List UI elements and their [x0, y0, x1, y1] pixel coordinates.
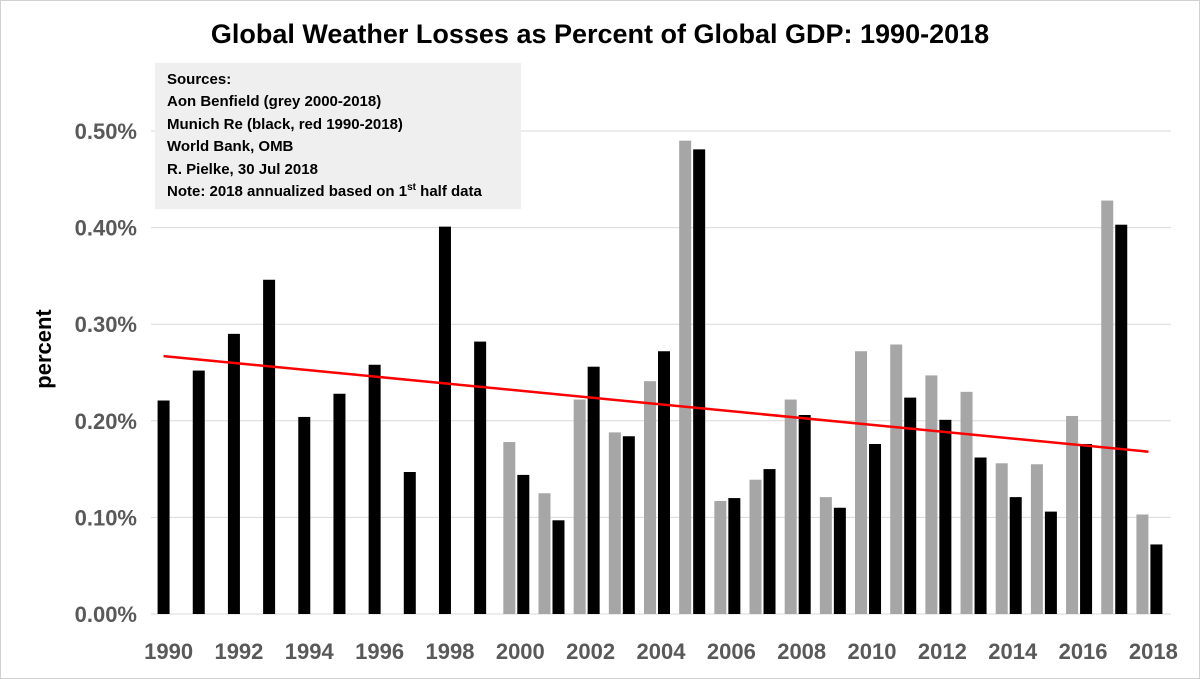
bar-aon-2003	[608, 432, 621, 614]
bar-munich-1990	[157, 400, 170, 614]
bar-munich-2009	[833, 507, 846, 614]
bar-munich-1992	[227, 333, 240, 614]
bar-munich-2016	[1080, 443, 1093, 614]
bar-munich-2018	[1150, 544, 1163, 614]
x-tick-label: 1990	[144, 639, 193, 664]
bar-munich-2004	[658, 351, 670, 614]
bar-munich-1996	[368, 364, 381, 614]
trendline	[163, 354, 1149, 453]
bar-munich-1999	[474, 341, 487, 614]
x-tick-label: 1992	[214, 639, 263, 664]
bar-aon-2005	[679, 140, 692, 614]
bar-aon-2001	[538, 493, 551, 614]
bar-munich-2002	[587, 366, 600, 614]
bar-munich-2000	[517, 474, 530, 614]
y-tick-label: 0.50%	[75, 119, 137, 144]
bar-aon-2006	[714, 500, 727, 614]
y-tick-label: 0.30%	[75, 312, 137, 337]
bar-munich-1998	[438, 226, 451, 614]
bar-aon-2014	[995, 463, 1008, 614]
x-axis-ticks: 1990 1992 1994 1996 1998 2000 2002 2004 2006 2008…	[144, 639, 1178, 664]
bar-munich-2005	[693, 149, 706, 614]
sources-line: World Bank, OMB	[167, 138, 294, 156]
x-tick-label: 2006	[707, 639, 756, 664]
bar-munich-2012	[939, 419, 952, 614]
x-tick-label: 2002	[566, 639, 615, 664]
bar-munich-2017	[1115, 224, 1128, 614]
bar-munich-2010	[869, 443, 882, 614]
x-tick-label: 2012	[918, 639, 967, 664]
note-text-end: half data	[415, 183, 482, 201]
x-tick-label: 2014	[988, 639, 1038, 664]
bar-munich-1995	[333, 393, 346, 614]
x-tick-label: 1998	[425, 639, 474, 664]
y-axis-title: percent	[31, 309, 56, 389]
x-tick-label: 2004	[637, 639, 687, 664]
bar-aon-2010	[855, 351, 868, 614]
bar-aon-2013	[960, 391, 973, 614]
bar-aon-2009	[819, 497, 832, 614]
bar-munich-1997	[403, 471, 416, 614]
x-tick-label: 2018	[1129, 639, 1178, 664]
chart-title: Global Weather Losses as Percent of Glob…	[210, 19, 990, 49]
sources-line: Munich Re (black, red 1990-2018)	[167, 115, 403, 133]
bars	[157, 140, 1163, 614]
y-tick-label: 0.20%	[75, 409, 137, 434]
y-axis-ticks: 0.00% 0.10% 0.20% 0.30% 0.40% 0.50%	[75, 119, 137, 627]
bar-aon-2012	[925, 375, 938, 614]
bar-munich-2014	[1009, 497, 1022, 614]
y-tick-label: 0.00%	[75, 602, 137, 627]
bar-aon-2008	[784, 399, 797, 614]
note-text: Note: 2018 annualized based on 1	[167, 183, 408, 201]
bar-aon-2011	[890, 344, 903, 614]
bar-aon-2018	[1136, 514, 1149, 614]
bar-munich-2013	[974, 457, 987, 614]
bar-aon-2017	[1101, 200, 1114, 614]
x-tick-label: 2016	[1059, 639, 1108, 664]
sources-line: R. Pielke, 30 Jul 2018	[167, 160, 318, 178]
x-tick-label: 1996	[355, 639, 404, 664]
bar-aon-2002	[573, 399, 586, 614]
bar-aon-2000	[503, 442, 516, 614]
sources-line: Aon Benfield (grey 2000-2018)	[167, 93, 382, 111]
bar-munich-2015	[1044, 511, 1057, 614]
bar-munich-1994	[298, 416, 311, 614]
bar-aon-2007	[749, 479, 762, 614]
x-tick-label: 1994	[285, 639, 335, 664]
sources-note: Note: 2018 annualized based on 1st half …	[167, 181, 521, 203]
y-tick-label: 0.10%	[75, 505, 137, 530]
note-superscript: st	[407, 182, 416, 194]
sources-box: Sources: Aon Benfield (grey 2000-2018) M…	[155, 63, 521, 209]
bar-munich-2003	[622, 436, 635, 614]
bar-munich-2006	[728, 498, 741, 614]
bar-aon-2016	[1066, 415, 1079, 614]
x-tick-label: 2008	[777, 639, 826, 664]
bar-munich-2011	[904, 397, 917, 614]
x-tick-label: 2010	[848, 639, 897, 664]
bar-munich-1991	[192, 370, 205, 614]
sources-line: Sources:	[167, 71, 232, 88]
bar-munich-2008	[798, 415, 811, 614]
bar-aon-2015	[1030, 464, 1043, 614]
y-tick-label: 0.40%	[75, 216, 137, 241]
bar-aon-2004	[644, 381, 656, 614]
x-tick-label: 2000	[496, 639, 545, 664]
bar-munich-2007	[763, 469, 776, 614]
bar-munich-2001	[552, 520, 565, 614]
bar-munich-1993	[263, 279, 276, 614]
trendline-group	[163, 354, 1149, 453]
